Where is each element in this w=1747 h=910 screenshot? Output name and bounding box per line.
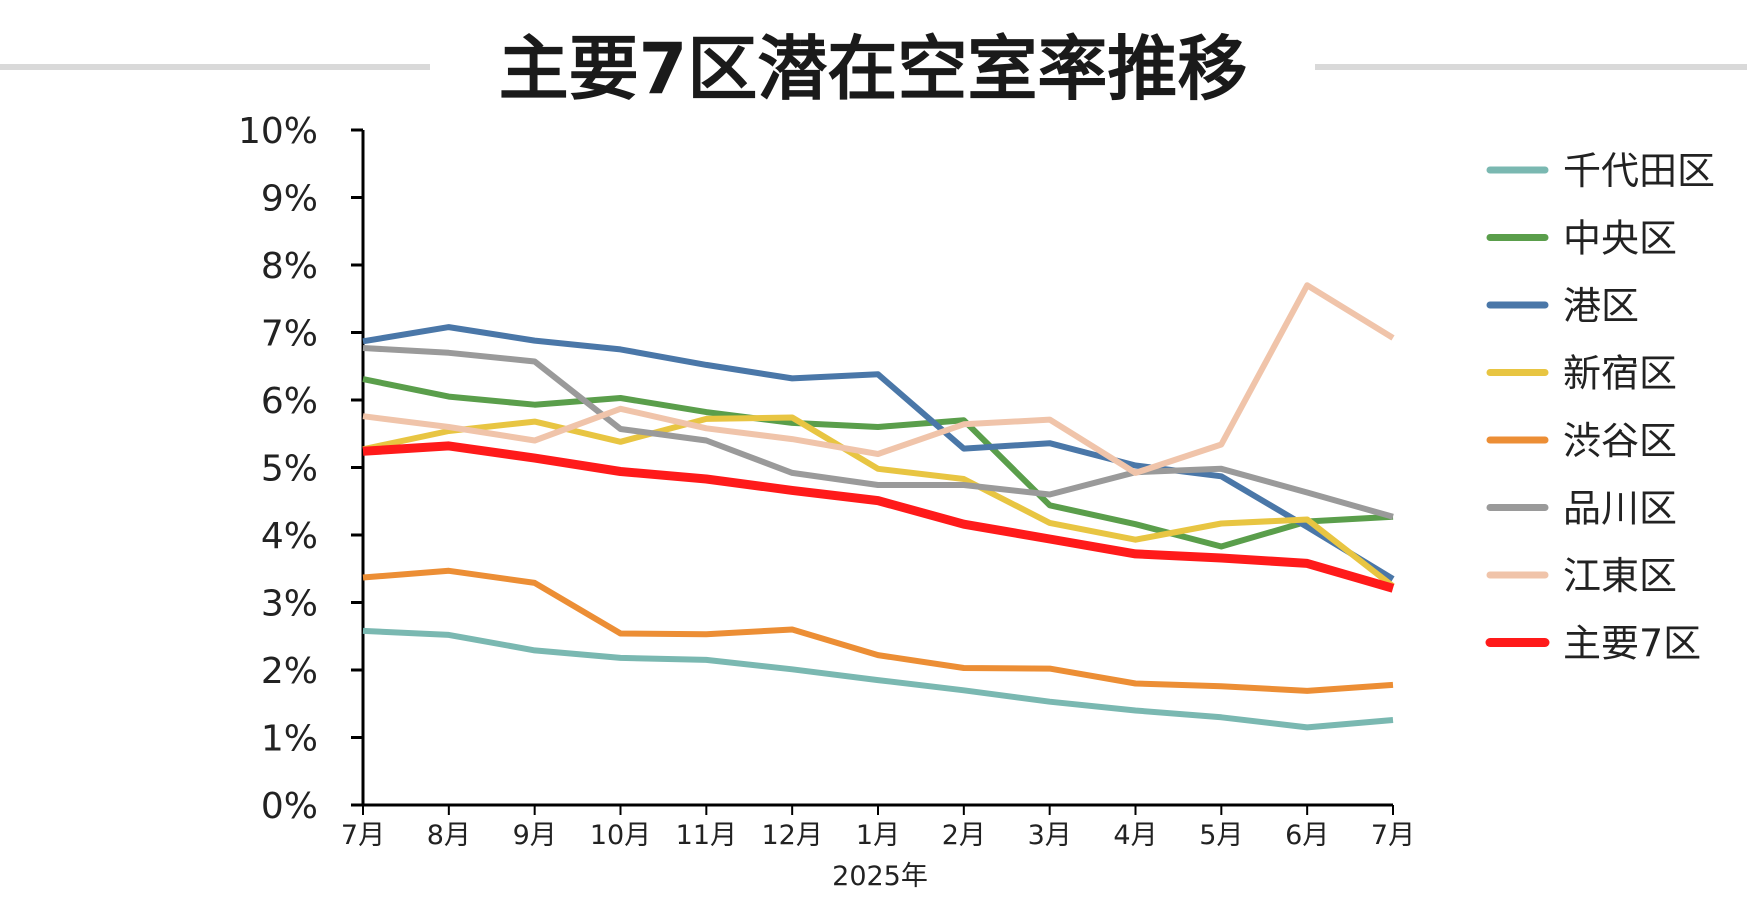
- chart-title: 主要7区潜在空室率推移: [499, 28, 1248, 110]
- y-tick-label: 5%: [261, 449, 318, 490]
- legend-label-4: 渋谷区: [1563, 419, 1677, 463]
- y-tick-label: 2%: [261, 651, 318, 692]
- x-axis-sublabel: 2025年: [832, 861, 928, 892]
- series-line-3: [362, 414, 1395, 589]
- x-tick-label: 1月: [856, 820, 900, 851]
- legend-label-5: 品川区: [1563, 487, 1677, 531]
- x-tick-label: 10月: [590, 820, 651, 851]
- x-tick-label: 9月: [513, 820, 557, 851]
- x-tick-label: 7月: [1371, 820, 1415, 851]
- series-line-2: [362, 324, 1395, 582]
- x-tick-label: 8月: [427, 820, 471, 851]
- y-axis: 0% 1% 2% 3% 4% 5% 6% 7% 8% 9% 10%: [238, 111, 365, 827]
- x-axis: 7月 8月 9月 10月 11月 12月 1月 2月 3月 4月 5月 6月 7月: [341, 803, 1415, 851]
- legend-label-3: 新宿区: [1563, 352, 1677, 396]
- series-line-0: [362, 627, 1394, 731]
- series-line-4: [362, 567, 1394, 694]
- x-tick-label: 11月: [676, 820, 737, 851]
- y-tick-label: 6%: [261, 381, 318, 422]
- x-tick-label: 12月: [761, 820, 822, 851]
- x-tick-label: 7月: [341, 820, 385, 851]
- series-line-7: [362, 441, 1395, 593]
- x-tick-label: 2月: [942, 820, 986, 851]
- y-tick-label: 7%: [261, 314, 318, 355]
- y-tick-label: 10%: [238, 111, 318, 152]
- x-tick-label: 6月: [1285, 820, 1329, 851]
- x-tick-label: 4月: [1113, 820, 1157, 851]
- legend-label-0: 千代田区: [1563, 149, 1715, 193]
- legend-label-2: 港区: [1563, 284, 1639, 328]
- y-tick-label: 3%: [261, 584, 318, 625]
- y-tick-label: 4%: [261, 516, 318, 557]
- series-line-6: [362, 282, 1395, 476]
- y-tick-label: 8%: [261, 246, 318, 287]
- y-tick-label: 1%: [261, 719, 318, 760]
- x-tick-label: 5月: [1199, 820, 1243, 851]
- legend-label-1: 中央区: [1563, 217, 1677, 261]
- series-line-1: [362, 376, 1394, 550]
- series-lines: [362, 282, 1395, 731]
- y-tick-label: 9%: [261, 179, 318, 220]
- legend-label-6: 江東区: [1563, 554, 1677, 598]
- y-tick-label: 0%: [261, 786, 318, 827]
- x-tick-label: 3月: [1028, 820, 1072, 851]
- legend-label-7: 主要7区: [1563, 622, 1701, 666]
- series-line-5: [362, 345, 1394, 520]
